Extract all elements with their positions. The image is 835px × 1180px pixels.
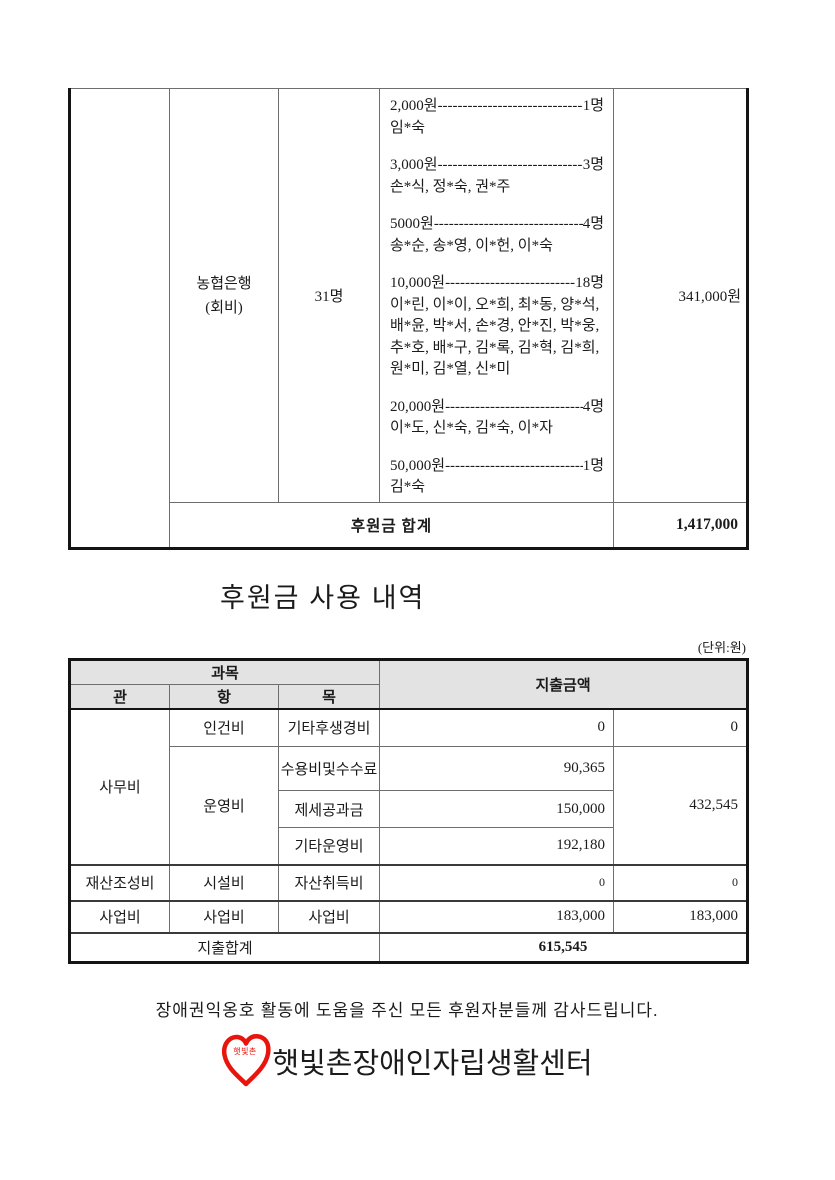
cell-expense-total-value: 615,545 — [379, 931, 749, 963]
unit-note: (단위:원) — [697, 640, 746, 655]
expense-header-row-2: 관 항 목 — [69, 684, 748, 710]
donation-tier-line: 3,000원 ---------------------------------… — [390, 155, 604, 177]
donor-names: 이*도, 신*숙, 김*숙, 이*자 — [390, 420, 553, 436]
cell-left-blank — [69, 88, 170, 549]
donor-names: 임*숙 — [390, 119, 426, 136]
tier-separator: ---------------------------------------- — [437, 157, 583, 173]
tier-amount: 10,000원 — [390, 275, 446, 291]
expense-row: 사업비 사업비 사업비 183,000 183,000 — [69, 899, 749, 933]
cell-amount: 150,000 — [379, 790, 615, 828]
tier-count: 1명 — [582, 457, 604, 474]
heart-outline — [222, 1033, 272, 1087]
donation-tier-line: 50,000원 --------------------------------… — [390, 456, 604, 478]
tier-amount: 3,000원 — [390, 157, 438, 173]
header-subject-group: 과목 — [68, 659, 381, 685]
donation-tier-line: 5000원 ----------------------------------… — [390, 214, 604, 236]
cell-jese: 제세공과금 — [277, 790, 381, 828]
donor-names: 손*식, 정*숙, 권*주 — [390, 178, 511, 195]
donor-names: 송*순, 송*영, 이*헌, 이*숙 — [390, 237, 553, 254]
cell-expense-total-label: 지출합계 — [68, 931, 381, 963]
donation-row: 농협은행 (회비) 31명 2,000원 -------------------… — [69, 88, 748, 549]
cell-donation-total-label: 후원금 합계 — [169, 502, 614, 549]
expense-row: 제세공과금 150,000 — [70, 790, 748, 828]
header-hang: 항 — [169, 684, 279, 710]
tier-count: 4명 — [582, 216, 604, 232]
donation-total-row: 후원금 합계 1,417,000 — [70, 502, 748, 549]
expense-row: 사무비 인건비 기타후생경비 0 0 — [69, 708, 749, 865]
tier-amount: 5000원 — [390, 216, 434, 232]
cell-saeop-mok: 사업비 — [277, 899, 381, 933]
cell-row-amount: 341,000원 — [613, 88, 748, 503]
tier-separator: ---------------------------------------- — [445, 275, 575, 291]
cell-siseolbi: 시설비 — [169, 863, 279, 901]
tier-amount: 20,000원 — [390, 398, 446, 415]
cell-donation-total-value: 1,417,000 — [613, 502, 748, 549]
cell-saeop-hang: 사업비 — [169, 899, 279, 933]
cell-ingeonbi: 인건비 — [169, 708, 279, 747]
cell-amount: 90,365 — [379, 746, 615, 791]
cell-subtotal: 432,545 — [613, 746, 749, 865]
expense-header-row-1: 과목 지출금액 — [68, 659, 749, 710]
tier-separator: ---------------------------------------- — [437, 98, 583, 114]
cell-subtotal: 183,000 — [613, 899, 749, 933]
thanks-message: 장애권익옹호 활동에 도움을 주신 모든 후원자분들께 감사드립니다. — [155, 1001, 659, 1020]
header-gwan: 관 — [69, 684, 170, 710]
bank-subname: (회비) — [205, 299, 243, 316]
expense-table: 과목 지출금액 관 항 목 사무비 인건비 기타후생경비 0 0 운영비 수용비… — [68, 658, 750, 964]
tier-amount: 2,000원 — [390, 98, 438, 114]
donor-names: 김*숙 — [390, 479, 426, 495]
org-logo-row: 햇빛촌 햇빛촌장애인자립생활센터 — [68, 1032, 746, 1090]
cell-bank-name: 농협은행 (회비) — [169, 88, 279, 503]
cell-amount: 192,180 — [379, 827, 615, 865]
section-title: 후원금 사용 내역 — [220, 583, 426, 613]
header-mok: 목 — [277, 684, 381, 710]
tier-count: 1명 — [582, 98, 604, 114]
cell-samubi: 사무비 — [69, 708, 170, 865]
cell-subtotal: 0 — [613, 708, 749, 747]
heart-logo-icon: 햇빛촌 — [222, 1033, 272, 1087]
donation-group: 5000원 ----------------------------------… — [390, 214, 604, 257]
tier-count: 18명 — [575, 275, 604, 291]
tier-amount: 50,000원 — [390, 457, 446, 474]
donation-group: 20,000원 --------------------------------… — [390, 397, 604, 440]
expense-row: 재산조성비 시설비 자산취득비 0 0 — [69, 863, 749, 901]
cell-jasan-chwideuk: 자산취득비 — [277, 863, 381, 901]
donation-tier-line: 2,000원 ---------------------------------… — [390, 96, 604, 118]
cell-amount: 0 — [379, 863, 615, 901]
donor-names: 이*린, 이*이, 오*희, 최*동, 양*석, 배*윤, 박*서, 손*경, … — [390, 296, 600, 378]
cell-gita-unyeong: 기타운영비 — [277, 827, 381, 865]
donation-group: 50,000원 --------------------------------… — [390, 456, 604, 499]
cell-donation-details: 2,000원 ---------------------------------… — [379, 88, 614, 503]
expense-row: 운영비 수용비및수수료 90,365 432,545 — [70, 746, 749, 865]
tier-count: 4명 — [582, 398, 604, 415]
cell-amount: 183,000 — [379, 899, 615, 933]
tier-separator: ---------------------------------------- — [433, 216, 583, 232]
tier-count: 3명 — [582, 157, 604, 173]
donation-group: 2,000원 ---------------------------------… — [390, 96, 604, 139]
cell-unyeongbi: 운영비 — [169, 746, 279, 865]
cell-gita-husaeng: 기타후생경비 — [277, 708, 381, 747]
donation-table: 농협은행 (회비) 31명 2,000원 -------------------… — [68, 88, 749, 550]
cell-suyongbi: 수용비및수수료 — [277, 746, 381, 791]
donation-tier-line: 20,000원 --------------------------------… — [390, 397, 604, 419]
cell-amount: 0 — [379, 708, 615, 747]
header-amount: 지출금액 — [379, 659, 749, 710]
expense-total-row: 지출합계 615,545 — [68, 931, 749, 963]
heart-logo-text: 햇빛촌 — [234, 1046, 258, 1056]
bank-name: 농협은행 — [196, 275, 252, 292]
cell-subtotal: 0 — [613, 863, 749, 901]
cell-member-count: 31명 — [278, 88, 380, 503]
tier-separator: ---------------------------------------- — [445, 398, 583, 415]
cell-jaesan: 재산조성비 — [69, 863, 170, 901]
donation-tier-line: 10,000원 --------------------------------… — [390, 273, 604, 295]
cell-saeop-gwan: 사업비 — [69, 899, 170, 933]
org-name: 햇빛촌장애인자립생활센터 — [272, 1048, 593, 1080]
expense-row: 기타운영비 192,180 — [70, 827, 748, 865]
donation-group: 3,000원 ---------------------------------… — [390, 155, 604, 198]
tier-separator: ---------------------------------------- — [445, 457, 583, 474]
donation-group: 10,000원 --------------------------------… — [390, 273, 604, 381]
